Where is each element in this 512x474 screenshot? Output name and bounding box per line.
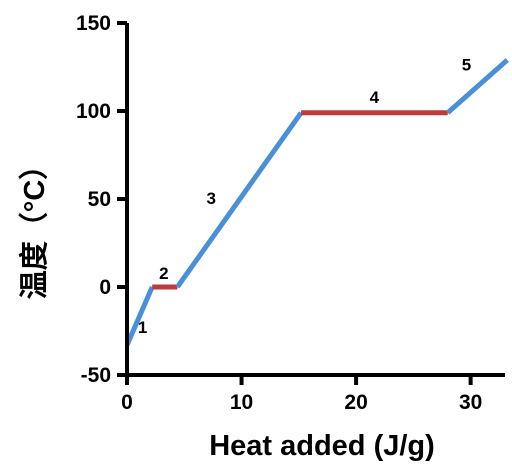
segment-3-label: 3	[207, 189, 216, 208]
y-tick-label: 150	[76, 12, 111, 35]
segment-3-line	[175, 111, 304, 289]
x-tick-label: 10	[230, 391, 253, 414]
axes-layer	[125, 23, 505, 377]
x-tick-label: 0	[121, 391, 133, 414]
ticks-layer: -50 0 50 100 150 0 10 20 30	[76, 12, 482, 414]
segment-4-label: 4	[370, 88, 380, 107]
segments-layer	[124, 58, 509, 347]
segment-1-line	[124, 286, 155, 347]
segment-labels-layer: 1 2 3 4 5	[138, 55, 471, 337]
segment-5-label: 5	[462, 55, 471, 74]
y-tick-label: 50	[88, 188, 111, 211]
x-axis-title: Heat added (J/g)	[209, 430, 435, 462]
y-axis-title: 温度（°C）	[18, 151, 51, 300]
segment-1-label: 1	[138, 318, 147, 337]
segment-2-label: 2	[159, 264, 168, 283]
y-tick-label: 100	[76, 100, 111, 123]
y-tick-label: 0	[99, 276, 111, 299]
segment-5-line	[446, 58, 509, 115]
x-tick-label: 20	[344, 391, 367, 414]
x-tick-label: 30	[459, 391, 482, 414]
y-tick-label: -50	[81, 364, 111, 387]
